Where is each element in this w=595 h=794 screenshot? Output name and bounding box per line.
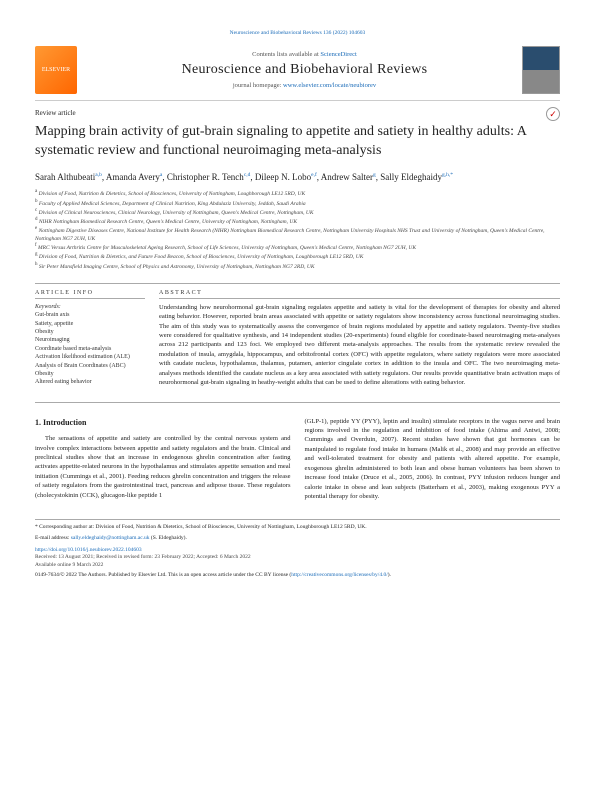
header-center: Contents lists available at ScienceDirec… <box>87 51 522 89</box>
homepage-prefix: journal homepage: <box>233 82 283 89</box>
body-col-1: 1. Introduction The sensations of appeti… <box>35 417 291 502</box>
article-type-row: ✓ Review article <box>35 109 560 117</box>
keyword-item: Coordinate based meta-analysis <box>35 345 145 353</box>
corresponding-email: E-mail address: sally.eldeghaidy@notting… <box>35 535 560 543</box>
email-suffix: (S. Eldeghaidy). <box>150 535 187 541</box>
running-head: Neuroscience and Biobehavioral Reviews 1… <box>35 30 560 36</box>
affiliation-item: b Faculty of Applied Medical Sciences, D… <box>35 199 560 208</box>
intro-heading: 1. Introduction <box>35 417 291 429</box>
paper-page: Neuroscience and Biobehavioral Reviews 1… <box>0 0 595 600</box>
affiliation-item: f MRC Versus Arthritis Centre for Muscul… <box>35 243 560 252</box>
sciencedirect-link[interactable]: ScienceDirect <box>320 51 356 58</box>
affiliation-item: g Division of Food, Nutrition & Dietetic… <box>35 252 560 261</box>
article-info-heading: ARTICLE INFO <box>35 290 145 299</box>
copyright-prefix: 0149-7634/© 2022 The Authors. Published … <box>35 572 291 578</box>
affiliation-item: e Nottingham Digestive Diseases Centre, … <box>35 226 560 243</box>
license-link[interactable]: http://creativecommons.org/licenses/by/4… <box>291 572 387 578</box>
contents-line: Contents lists available at ScienceDirec… <box>87 51 522 58</box>
affiliation-item: d NIHR Nottingham Biomedical Research Ce… <box>35 217 560 226</box>
homepage-line: journal homepage: www.elsevier.com/locat… <box>87 82 522 89</box>
keyword-item: Satiety, appetite <box>35 320 145 328</box>
keywords-label: Keywords: <box>35 303 145 311</box>
keywords-block: Keywords: Gut-brain axisSatiety, appetit… <box>35 303 145 387</box>
keyword-item: Neuroimaging <box>35 336 145 344</box>
publisher-name: ELSEVIER <box>42 67 70 73</box>
abstract-col: ABSTRACT Understanding how neurohormonal… <box>159 290 560 388</box>
copyright-suffix: ). <box>388 572 391 578</box>
keyword-item: Obesity <box>35 370 145 378</box>
keyword-item: Analysis of Brain Coordinates (ABC) <box>35 362 145 370</box>
article-info-col: ARTICLE INFO Keywords: Gut-brain axisSat… <box>35 290 145 388</box>
article-type: Review article <box>35 109 560 117</box>
abstract-heading: ABSTRACT <box>159 290 560 299</box>
body-columns: 1. Introduction The sensations of appeti… <box>35 417 560 502</box>
intro-para-1: The sensations of appetite and satiety a… <box>35 434 291 500</box>
intro-para-2: (GLP-1), peptide YY (PYY), leptin and in… <box>305 417 561 502</box>
crossmark-icon[interactable]: ✓ <box>546 107 560 121</box>
doi-link[interactable]: https://doi.org/10.1016/j.neubiorev.2022… <box>35 547 142 553</box>
email-link[interactable]: sally.eldeghaidy@nottingham.ac.uk <box>71 535 150 541</box>
keyword-item: Gut-brain axis <box>35 311 145 319</box>
keyword-item: Activation likelihood estimation (ALE) <box>35 353 145 361</box>
divider <box>35 402 560 403</box>
elsevier-logo: ELSEVIER <box>35 46 77 94</box>
copyright-line: 0149-7634/© 2022 The Authors. Published … <box>35 572 560 580</box>
contents-prefix: Contents lists available at <box>252 51 320 58</box>
keyword-item: Altered eating behavior <box>35 378 145 386</box>
info-abstract-row: ARTICLE INFO Keywords: Gut-brain axisSat… <box>35 290 560 388</box>
affiliation-item: a Division of Food, Nutrition & Dietetic… <box>35 189 560 198</box>
corresponding-author: * Corresponding author at: Division of F… <box>35 524 560 532</box>
homepage-link[interactable]: www.elsevier.com/locate/neubiorev <box>283 82 376 89</box>
body-col-2: (GLP-1), peptide YY (PYY), leptin and in… <box>305 417 561 502</box>
journal-cover-thumbnail <box>522 46 560 94</box>
abstract-text: Understanding how neurohormonal gut-brai… <box>159 303 560 388</box>
footer-meta: * Corresponding author at: Division of F… <box>35 519 560 579</box>
affiliation-item: h Sir Peter Mansfield Imaging Centre, Sc… <box>35 262 560 271</box>
affiliations: a Division of Food, Nutrition & Dietetic… <box>35 189 560 270</box>
email-label: E-mail address: <box>35 535 71 541</box>
author-list: Sarah Althubeatia,b, Amanda Averya, Chri… <box>35 171 560 184</box>
available-date: Available online 9 March 2022 <box>35 562 560 570</box>
divider <box>35 283 560 284</box>
journal-title: Neuroscience and Biobehavioral Reviews <box>87 62 522 78</box>
affiliation-item: c Division of Clinical Neurosciences, Cl… <box>35 208 560 217</box>
keyword-item: Obesity <box>35 328 145 336</box>
paper-title: Mapping brain activity of gut-brain sign… <box>35 123 560 161</box>
running-head-link[interactable]: Neuroscience and Biobehavioral Reviews 1… <box>230 30 366 36</box>
journal-header: ELSEVIER Contents lists available at Sci… <box>35 46 560 101</box>
keywords-list: Gut-brain axisSatiety, appetiteObesityNe… <box>35 311 145 387</box>
history-dates: Received: 13 August 2021; Received in re… <box>35 554 560 562</box>
